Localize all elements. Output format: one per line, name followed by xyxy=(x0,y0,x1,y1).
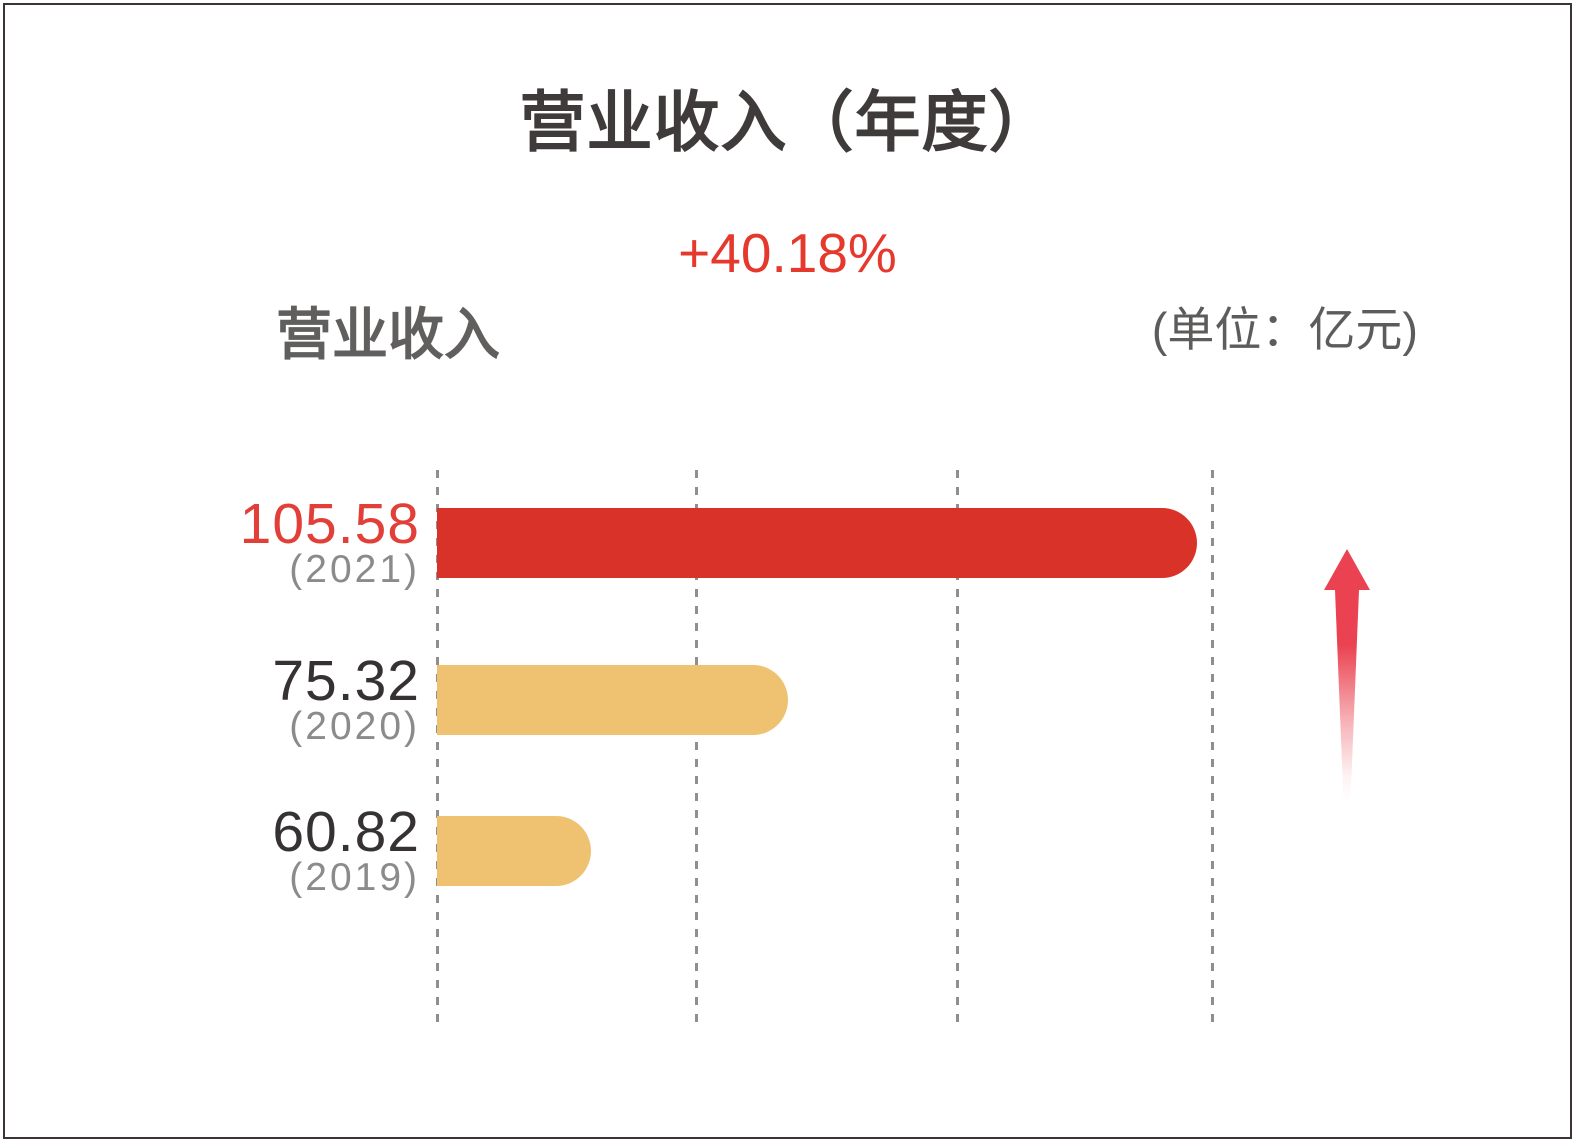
growth-rate-label: +40.18% xyxy=(678,222,897,284)
year-label-2021: (2021) xyxy=(289,548,420,591)
bar-2020 xyxy=(437,665,788,735)
value-label-2021: 105.58 xyxy=(239,492,420,556)
gridline xyxy=(695,470,698,1030)
value-label-2020: 75.32 xyxy=(272,649,420,713)
series-label: 营业收入 xyxy=(276,303,500,366)
unit-label: (单位：亿元) xyxy=(1151,303,1418,356)
value-label-2019: 60.82 xyxy=(272,800,420,864)
year-label-2019: (2019) xyxy=(289,856,420,899)
bar-2021 xyxy=(437,508,1197,578)
gridline xyxy=(1211,470,1214,1030)
growth-arrow-icon xyxy=(1324,549,1370,801)
bar-2019 xyxy=(437,816,591,886)
gridline xyxy=(956,470,959,1030)
gridline xyxy=(436,470,439,1030)
year-label-2020: (2020) xyxy=(289,705,420,748)
chart-title: 营业收入（年度） xyxy=(519,85,1056,159)
